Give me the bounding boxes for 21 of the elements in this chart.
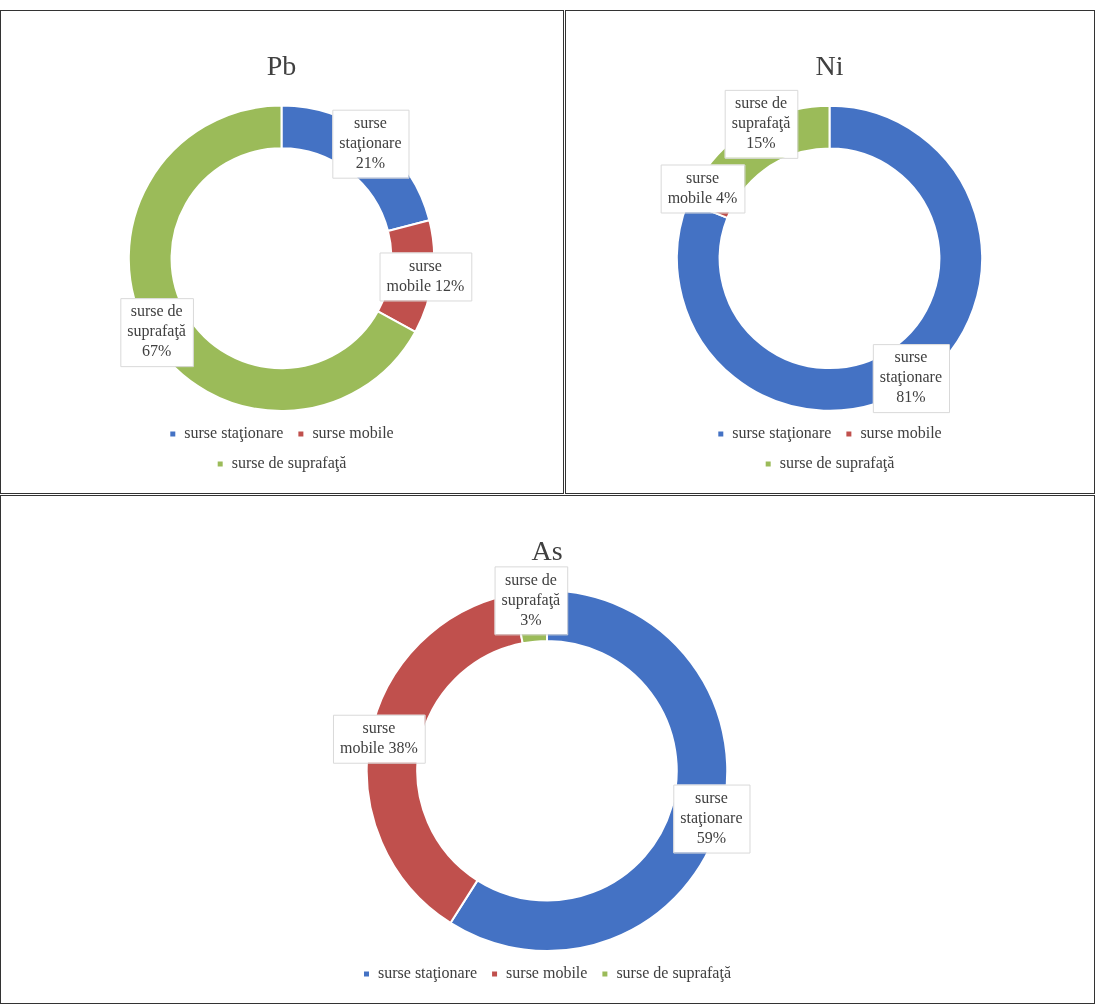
legend-label: surse de suprafaţă [616,964,732,983]
legend-label: surse mobile [506,964,588,982]
data-label: surse mobile 12% [386,256,465,294]
chart-title: Ni [815,50,844,82]
data-label: surse staţionare 21% [339,113,402,171]
legend-label: surse staţionare [377,964,478,983]
legend-label: surse mobile [312,424,394,442]
data-label: surse de suprafaţă 3% [501,570,561,628]
legend-label: surse mobile [860,424,942,442]
data-label: surse mobile 38% [339,718,418,756]
data-label: surse staţionare 59% [680,788,743,846]
data-label: surse de suprafaţă 67% [127,302,186,360]
chart-title: As [531,535,563,567]
data-label: surse de suprafaţă 15% [731,94,791,152]
legend-label: surse de suprafaţă [231,454,347,473]
legend-label: surse staţionare [184,424,284,443]
legend-label: surse de suprafaţă [779,454,895,473]
data-label: surse mobile 4% [667,168,738,206]
data-label: surse staţionare 81% [879,348,943,406]
legend-label: surse staţionare [732,424,832,443]
chart-title: Pb [266,50,297,82]
